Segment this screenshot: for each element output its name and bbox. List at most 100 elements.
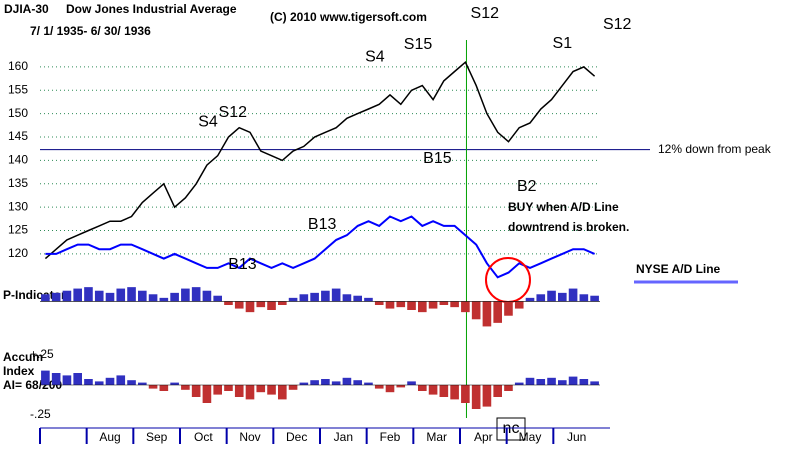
p-indicator-bar	[181, 288, 190, 302]
accum-bar	[482, 385, 492, 407]
note: nc	[503, 420, 520, 437]
accum-bar	[62, 375, 72, 385]
accum-bar	[353, 380, 362, 385]
p-indicator-bar	[374, 301, 384, 305]
p-indicator-bar	[418, 301, 427, 313]
p-indicator-bar	[278, 301, 287, 305]
signal-label: S4	[365, 48, 385, 65]
p-indicator-bar	[41, 294, 50, 302]
p-indicator-bar	[342, 294, 352, 302]
p-indicator-bar	[321, 290, 330, 302]
signal-label: B15	[423, 150, 452, 167]
accum-bar	[267, 385, 276, 395]
accum-bar	[181, 385, 190, 390]
note-box	[496, 417, 526, 441]
p-indicator-bar	[148, 294, 158, 302]
buy-note: BUY when A/D Line	[508, 200, 619, 214]
y-tick-label: 125	[8, 223, 28, 237]
p-indicator-bar	[138, 290, 147, 302]
date-range: 7/ 1/ 1935- 6/ 30/ 1936	[30, 24, 151, 38]
accum-bar	[234, 385, 244, 397]
p-indicator-bar	[105, 292, 115, 302]
y-tick-label: 145	[8, 129, 28, 143]
x-tick-label: Nov	[239, 430, 260, 444]
p-indicator-bar	[493, 301, 502, 323]
signal-label: S1	[553, 35, 573, 52]
p-indicator-bar	[213, 295, 222, 302]
p-indicator-bar	[62, 290, 72, 302]
reference-label: 12% down from peak	[658, 142, 772, 156]
signal-label: B13	[308, 216, 337, 233]
accum-bar	[310, 380, 319, 385]
p-indicator-bar	[299, 294, 309, 302]
p-indicator-bar	[51, 292, 61, 302]
accum-bar	[493, 385, 502, 397]
y-tick-label: +.25	[30, 347, 54, 361]
p-indicator-bar	[568, 288, 578, 302]
x-tick-label: Oct	[194, 430, 213, 444]
p-indicator-bar	[267, 301, 276, 310]
p-indicator-label: P-Indicator	[3, 288, 66, 302]
p-indicator-bar	[202, 290, 212, 302]
accum-bar	[288, 385, 298, 390]
accum-bar	[364, 382, 373, 385]
p-indicator-bar	[536, 294, 546, 302]
accum-bar	[116, 375, 126, 385]
accum-bar	[202, 385, 212, 403]
p-indicator-bar	[73, 288, 82, 302]
accum-bar	[374, 385, 384, 389]
accum-bar	[568, 376, 578, 385]
accum-bar	[299, 382, 309, 385]
accum-bar	[256, 385, 266, 393]
accum-bar	[579, 379, 589, 385]
accum-bar	[558, 380, 567, 385]
x-tick-label: Sep	[146, 430, 168, 444]
accum-bar	[461, 385, 470, 403]
accum-bar	[94, 381, 104, 385]
accum-bar	[590, 381, 599, 385]
accum-bar	[245, 385, 255, 400]
signal-label: S4	[198, 113, 218, 130]
accum-bar	[138, 382, 147, 385]
accum-bar	[514, 382, 524, 385]
p-indicator-bar	[514, 301, 524, 309]
p-indicator-bar	[450, 301, 459, 308]
accum-bar	[439, 385, 449, 397]
accum-bar	[51, 373, 61, 385]
p-indicator-bar	[84, 287, 93, 302]
accum-label: Index	[3, 364, 35, 378]
p-indicator-bar	[558, 292, 567, 302]
p-indicator-bar	[331, 288, 341, 302]
p-indicator-bar	[245, 301, 255, 313]
signal-label: S12	[603, 16, 632, 33]
x-tick-label: Apr	[474, 430, 493, 444]
ad-line	[45, 215, 595, 279]
accum-bar	[450, 385, 459, 400]
copyright: (C) 2010 www.tigersoft.com	[270, 10, 427, 24]
accum-bar	[84, 379, 93, 385]
signal-label: S15	[404, 36, 433, 53]
p-indicator-bar	[116, 288, 126, 302]
accum-bar	[73, 373, 82, 385]
y-tick-label: 150	[8, 106, 28, 120]
p-indicator-bar	[461, 301, 470, 313]
accum-bar	[418, 385, 427, 391]
accum-bar	[504, 385, 513, 391]
legend-label: NYSE A/D Line	[636, 262, 721, 276]
signal-label: B2	[517, 178, 537, 195]
accum-bar	[396, 385, 406, 388]
p-indicator-bar	[191, 287, 201, 302]
accum-bar	[547, 377, 556, 385]
buy-note: downtrend is broken.	[508, 220, 629, 234]
accum-bar	[536, 379, 546, 385]
p-indicator-bar	[590, 295, 599, 302]
y-tick-label: 140	[8, 153, 28, 167]
p-indicator-bar	[547, 290, 556, 302]
accum-bar	[428, 385, 438, 395]
accum-bar	[278, 385, 287, 400]
p-indicator-bar	[482, 301, 492, 327]
p-indicator-bar	[288, 297, 298, 302]
p-indicator-bar	[471, 301, 481, 320]
